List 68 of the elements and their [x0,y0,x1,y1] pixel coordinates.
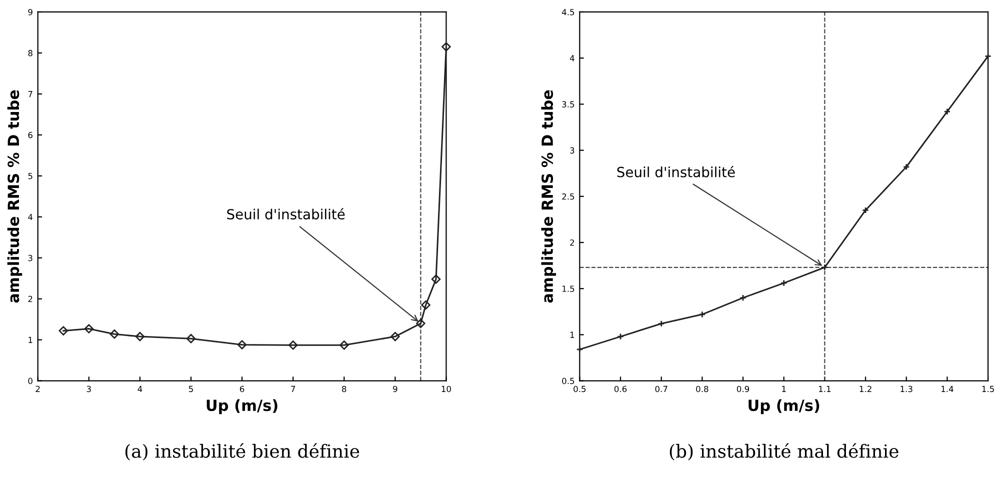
x-tick-label: 5 [188,386,193,392]
y-tick-label: 1.5 [562,286,574,292]
point [58,326,68,336]
x-tick-label: 0.8 [696,386,708,392]
x-tick-label: 0.6 [614,386,627,392]
y-tick-label: 9 [28,8,32,16]
y-tick-label: 2 [28,296,32,302]
x-axis-title: Up (m/s) [206,399,278,414]
point [740,294,746,302]
point [658,320,665,328]
point [186,334,196,344]
y-tick-label: 3 [570,147,574,154]
y-tick-label: 2.5 [562,193,574,200]
x-tick-label: 9 [393,386,398,392]
y-tick-label: 4.5 [562,9,574,16]
x-tick-label: 1 [782,386,786,392]
x-tick-label: 4 [138,386,142,392]
point [421,300,430,310]
x-tick-label: 1.4 [941,386,954,392]
x-axis-title: Up (m/s) [748,399,820,414]
text: (b) instabilité mal définie [670,443,898,460]
y-tick-label: 6 [28,132,32,138]
point [390,332,400,342]
x-tick-label: 10 [442,386,451,392]
point [339,340,349,350]
x-tick-label: 2 [36,386,40,392]
y-tick-label: 1 [570,332,574,338]
y-tick-label: 4 [28,214,33,220]
x-tick-label: 1.2 [860,386,872,392]
point [442,42,451,52]
y-tick-label: 1 [28,336,32,343]
point [110,329,120,339]
x-tick-label: 1.1 [818,386,831,392]
x-tick-label: 8 [342,386,346,392]
x-tick-label: 6 [240,386,244,392]
point [84,324,94,334]
x-tick-label: 7 [291,386,296,392]
x-tick-label: 0.7 [655,386,668,392]
x-tick-label: 1.5 [982,386,994,392]
y-tick-label: 5 [28,172,32,180]
y-tick-label: 7 [28,91,32,98]
x-tick-label: 3 [86,386,91,392]
point [780,280,788,287]
point [617,333,624,340]
y-tick-label: 2 [570,239,574,246]
annotation: Seuil d'instabilité [227,208,345,220]
point [944,108,951,116]
annotation: Seuil d'instabilité [617,166,735,178]
y-axis-title: amplitude RMS % D tube [541,90,556,303]
y-axis-title: amplitude RMS % D tube [7,90,22,303]
y-tick-label: 8 [28,50,32,56]
point [416,318,426,328]
y-tick-label: 0 [28,378,32,384]
point [821,264,828,271]
point [237,340,247,350]
x-tick-label: 1.3 [900,386,912,392]
point [135,332,145,342]
point [902,163,910,170]
point [698,310,706,318]
point [288,340,298,350]
y-tick-label: 0.5 [562,378,574,384]
y-tick-label: 4 [570,55,574,62]
y-tick-label: 3 [28,254,32,262]
text: (a) instabilité bien définie [125,443,360,460]
point [862,206,869,214]
x-tick-label: 0.9 [736,386,750,392]
point [431,274,441,284]
y-tick-label: 3.5 [562,101,574,108]
